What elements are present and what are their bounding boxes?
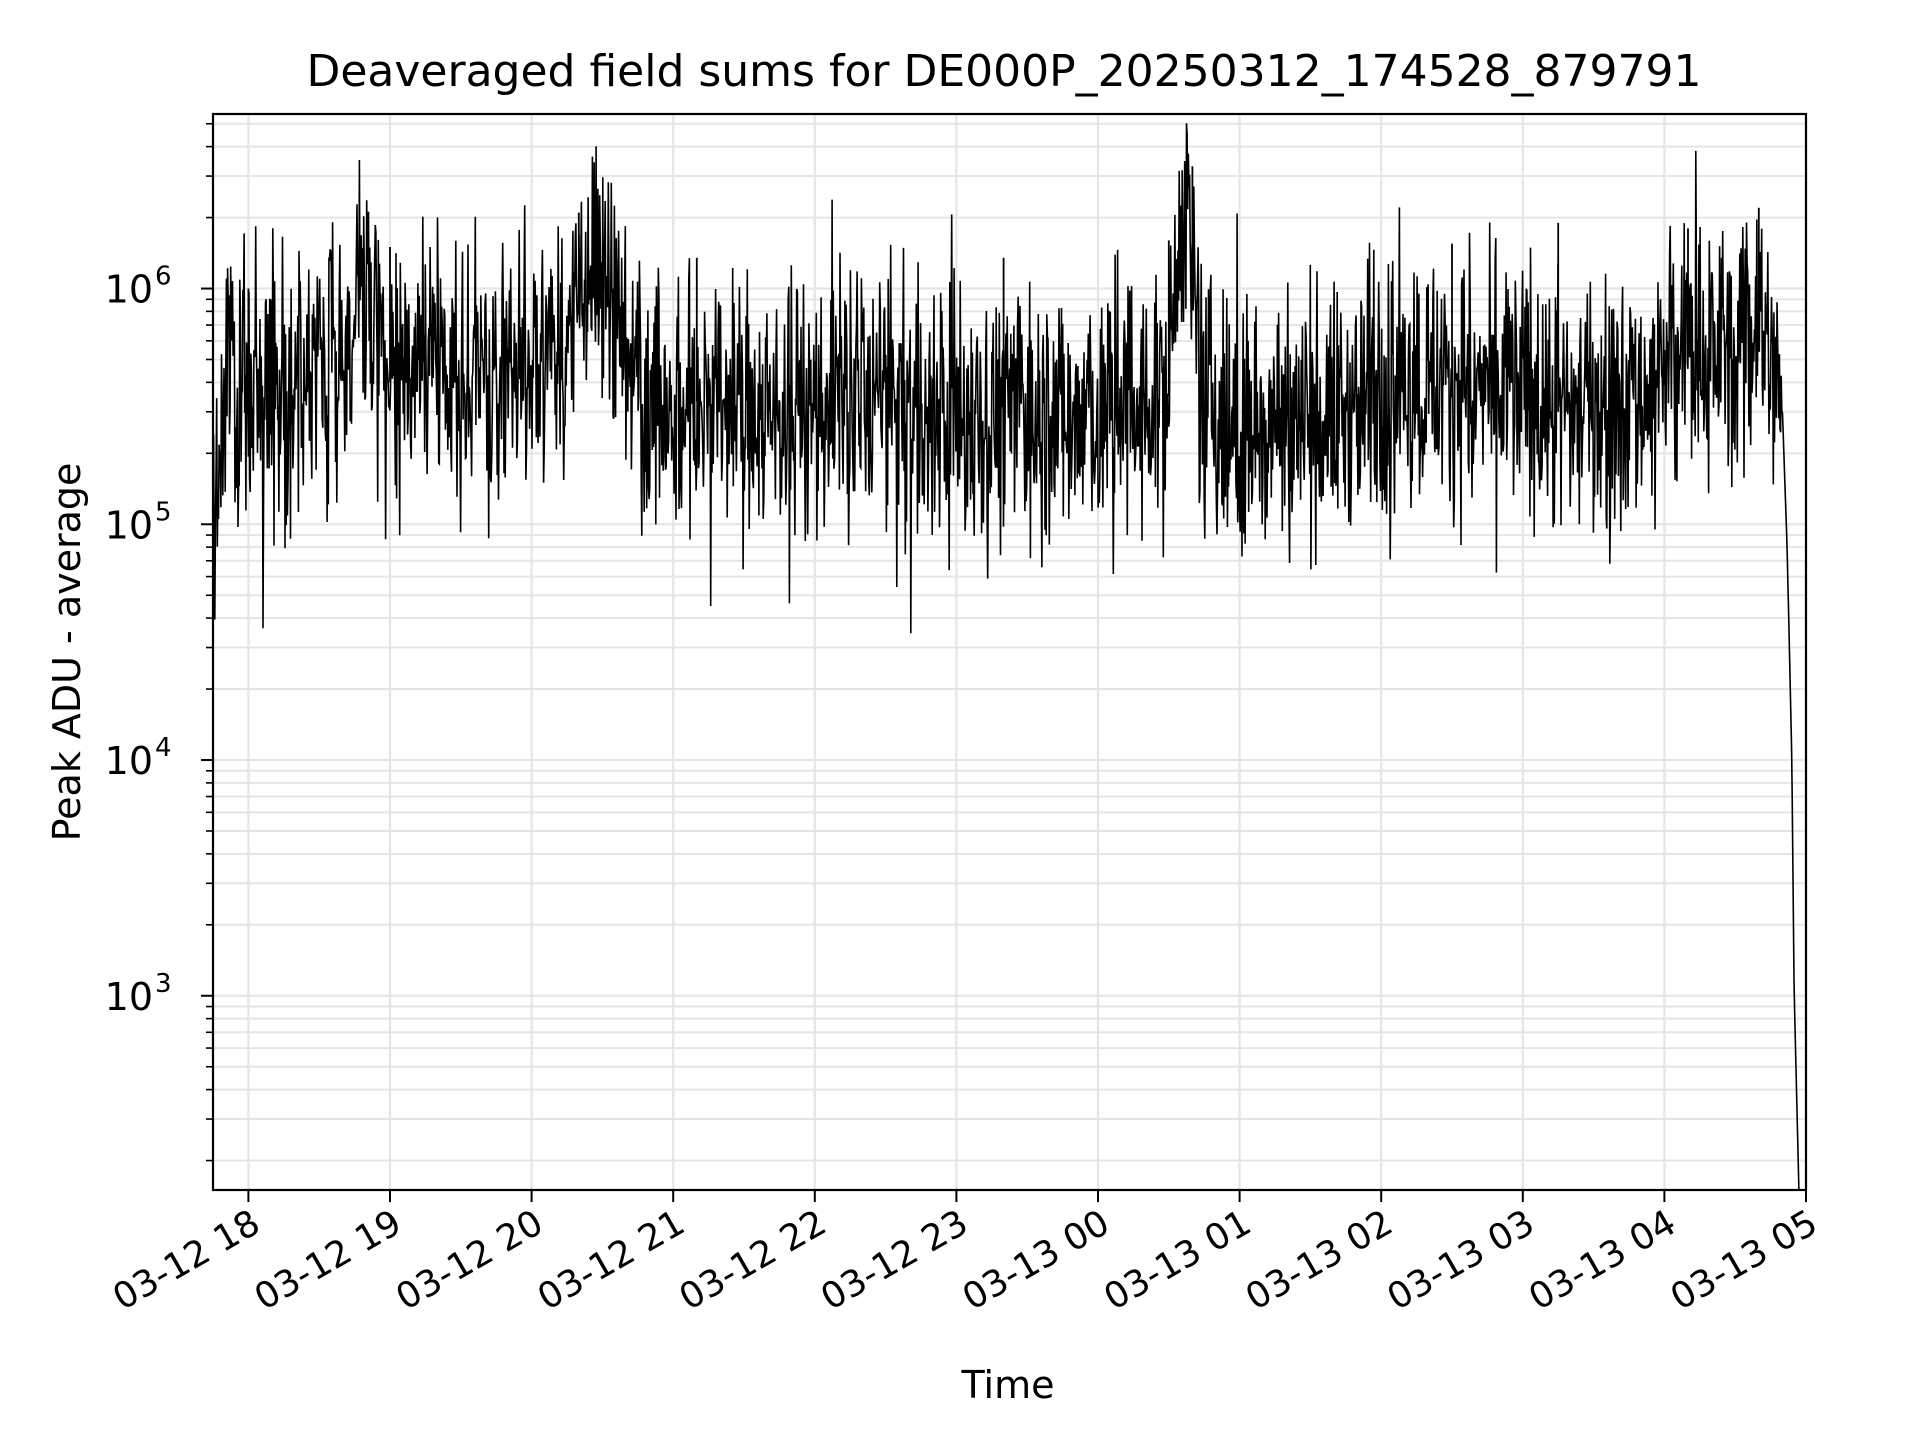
y-tick-label-exponent: 6 — [155, 262, 172, 292]
chart-title: Deaveraged field sums for DE000P_2025031… — [306, 46, 1701, 97]
plot-frame — [211, 112, 1808, 1192]
y-tick-label: 10 — [105, 975, 153, 1019]
series-line — [212, 123, 1800, 1191]
x-axis-label: Time — [961, 1363, 1055, 1407]
y-tick-label-exponent: 3 — [155, 969, 172, 999]
y-axis-label: Peak ADU - average — [45, 463, 89, 842]
y-tick-label-exponent: 4 — [155, 733, 172, 763]
y-tick-label-exponent: 5 — [155, 497, 172, 527]
y-tick-label: 10 — [105, 739, 153, 783]
y-tick-label: 10 — [105, 503, 153, 547]
grid-major — [213, 114, 1808, 1190]
grid-minor — [213, 122, 1806, 1162]
y-tick-label: 10 — [105, 268, 153, 312]
